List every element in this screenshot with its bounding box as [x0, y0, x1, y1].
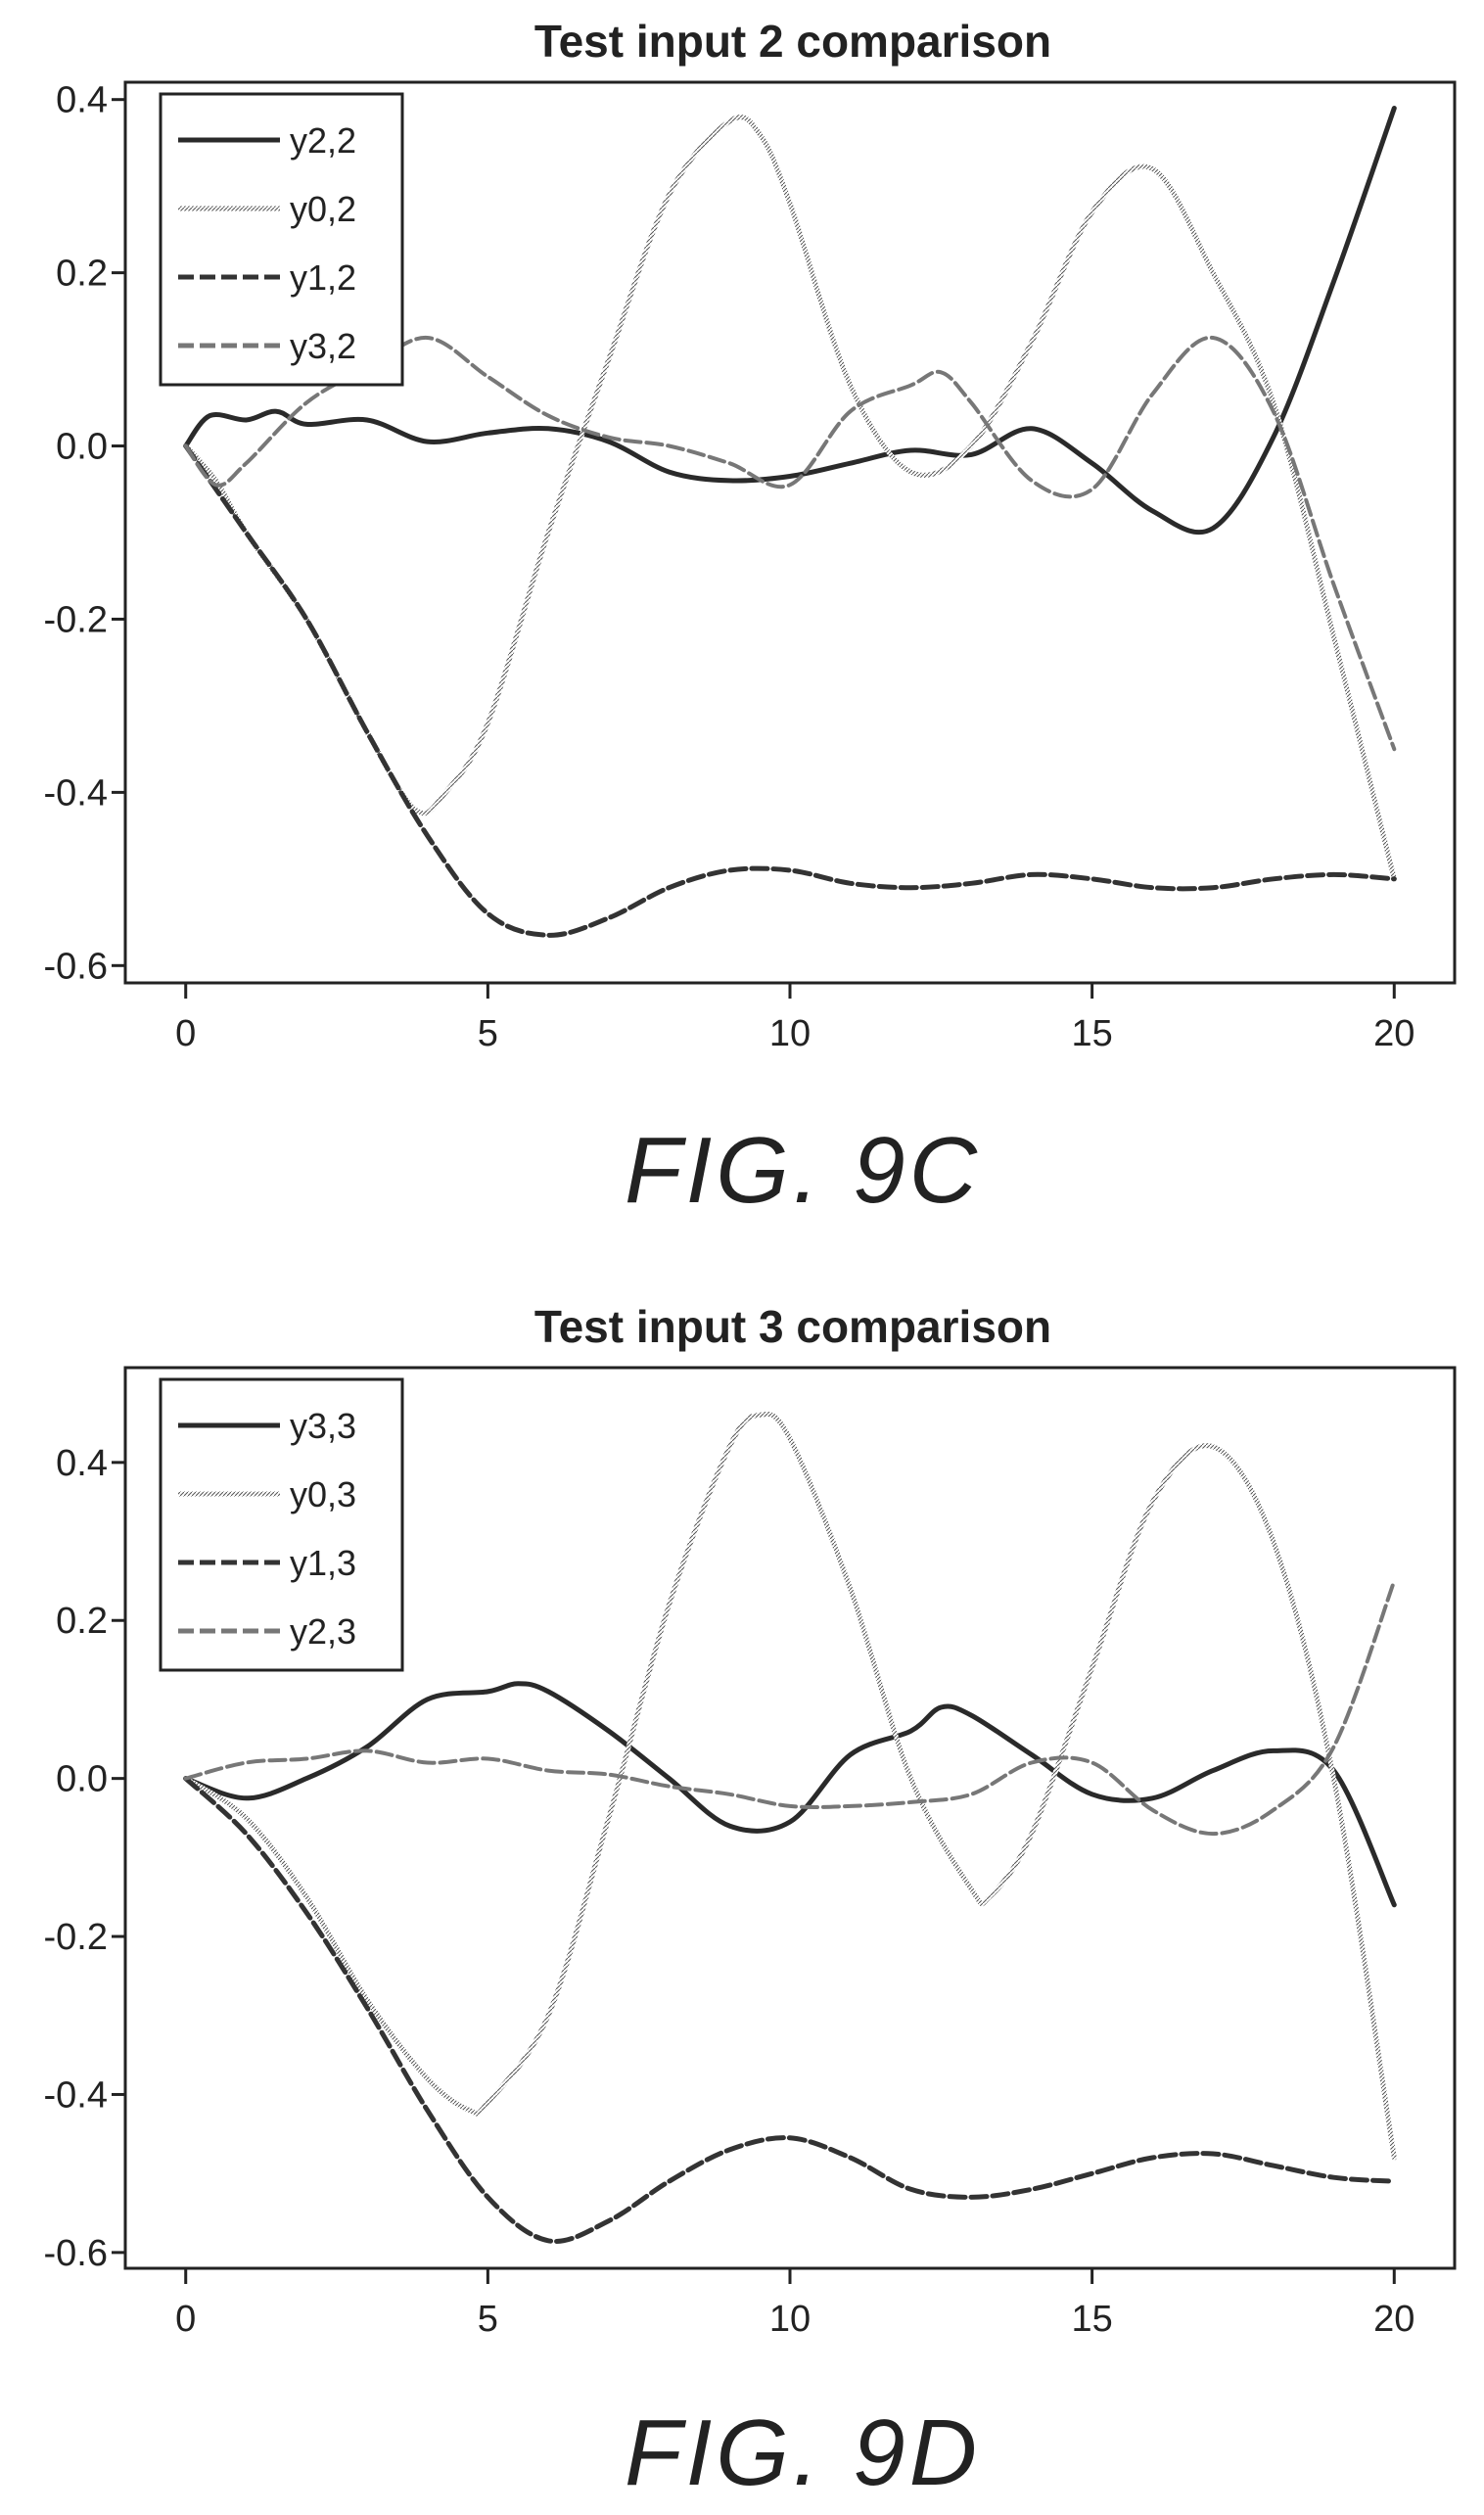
y-tick-label: -0.6 [44, 946, 108, 987]
x-tick-label: 15 [1071, 1013, 1112, 1054]
x-axis: 0 5 10 15 20 [175, 2268, 1414, 2340]
x-tick-label: 15 [1071, 2299, 1112, 2340]
legend: y3,3 y0,3 y1,3 y2,3 [159, 1377, 404, 1672]
series-line-y0-3 [183, 1411, 1397, 2161]
legend-label-y0-2: y0,2 [290, 189, 356, 229]
x-axis: 0 5 10 15 20 [175, 983, 1414, 1054]
legend: y2,2 y0,2 y1,2 y3,2 [159, 92, 404, 387]
legend-label-y0-3: y0,3 [290, 1474, 356, 1514]
figure-caption: FIG. 9C [625, 1118, 981, 1223]
x-tick-label: 5 [478, 1013, 498, 1054]
y-axis: 0.4 0.2 0.0 -0.2 -0.4 -0.6 [44, 80, 125, 987]
y-tick-label: -0.4 [44, 2074, 108, 2116]
legend-label-y2-3: y2,3 [290, 1611, 356, 1652]
chart-test-input-2: Test input 2 comparison 0.4 0.2 0.0 -0.2 -0.… [44, 16, 1457, 1223]
y-tick-label: 0.2 [56, 1601, 108, 1642]
y-axis: 0.4 0.2 0.0 -0.2 -0.4 -0.6 [44, 1443, 125, 2274]
y-tick-label: -0.4 [44, 772, 108, 814]
series-line-y1-2 [183, 443, 1397, 938]
series-line-y2-3 [183, 1578, 1397, 1837]
chart-test-input-3: Test input 3 comparison 0.4 0.2 0.0 -0.2 -0.… [44, 1301, 1457, 2505]
series-line-y3-2 [183, 335, 1397, 752]
y-tick-label: 0.4 [56, 1443, 108, 1484]
legend-label-y3-2: y3,2 [290, 326, 356, 366]
chart-title: Test input 2 comparison [534, 16, 1051, 67]
y-tick-label: 0.2 [56, 254, 108, 295]
y-tick-label: -0.2 [44, 1917, 108, 1958]
series-line-y1-3 [183, 1776, 1397, 2244]
y-tick-label: 0.4 [56, 80, 108, 121]
series-line-y2-2 [183, 106, 1397, 536]
y-tick-label: 0.0 [56, 427, 108, 468]
legend-label-y1-3: y1,3 [290, 1543, 356, 1583]
legend-label-y1-2: y1,2 [290, 257, 356, 298]
x-tick-label: 0 [175, 1013, 196, 1054]
x-tick-label: 5 [478, 2299, 498, 2340]
figure-caption: FIG. 9D [625, 2400, 981, 2505]
x-tick-label: 0 [175, 2299, 196, 2340]
x-tick-label: 10 [769, 1013, 811, 1054]
chart-title: Test input 3 comparison [534, 1301, 1051, 1352]
y-tick-label: -0.2 [44, 599, 108, 640]
x-tick-label: 10 [769, 2299, 811, 2340]
series-layer [183, 1411, 1397, 2244]
y-tick-label: 0.0 [56, 1759, 108, 1800]
x-tick-label: 20 [1373, 2299, 1414, 2340]
y-tick-label: -0.6 [44, 2233, 108, 2274]
legend-label-y2-2: y2,2 [290, 120, 356, 161]
series-line-y3-3 [183, 1681, 1397, 1908]
legend-label-y3-3: y3,3 [290, 1406, 356, 1446]
x-tick-label: 20 [1373, 1013, 1414, 1054]
